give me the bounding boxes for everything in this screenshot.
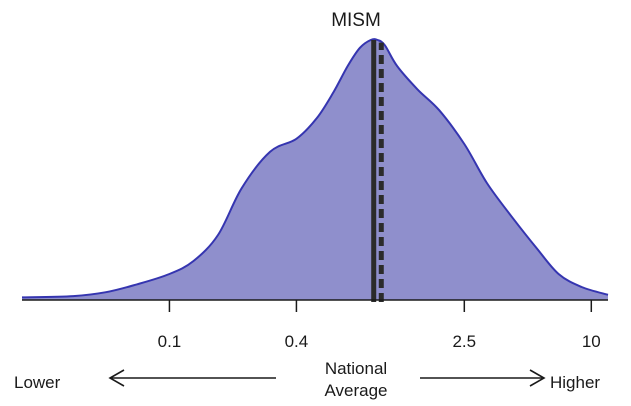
density-area (22, 39, 608, 301)
density-outline (21, 38, 609, 299)
right-arrow (420, 369, 546, 387)
lower-label: Lower (14, 373, 61, 392)
x-tick-label: 0.1 (158, 332, 182, 351)
x-tick-label: 0.4 (285, 332, 309, 351)
national-average-label-line1: National (325, 359, 387, 378)
higher-label: Higher (550, 373, 600, 392)
x-axis-ticks: 0.1 0.4 2.5 10 (158, 300, 601, 351)
left-arrow (108, 369, 276, 387)
x-tick-label: 10 (582, 332, 601, 351)
national-average-label-line2: Average (324, 381, 387, 400)
chart-title: MISM (331, 10, 381, 31)
x-tick-label: 2.5 (452, 332, 476, 351)
